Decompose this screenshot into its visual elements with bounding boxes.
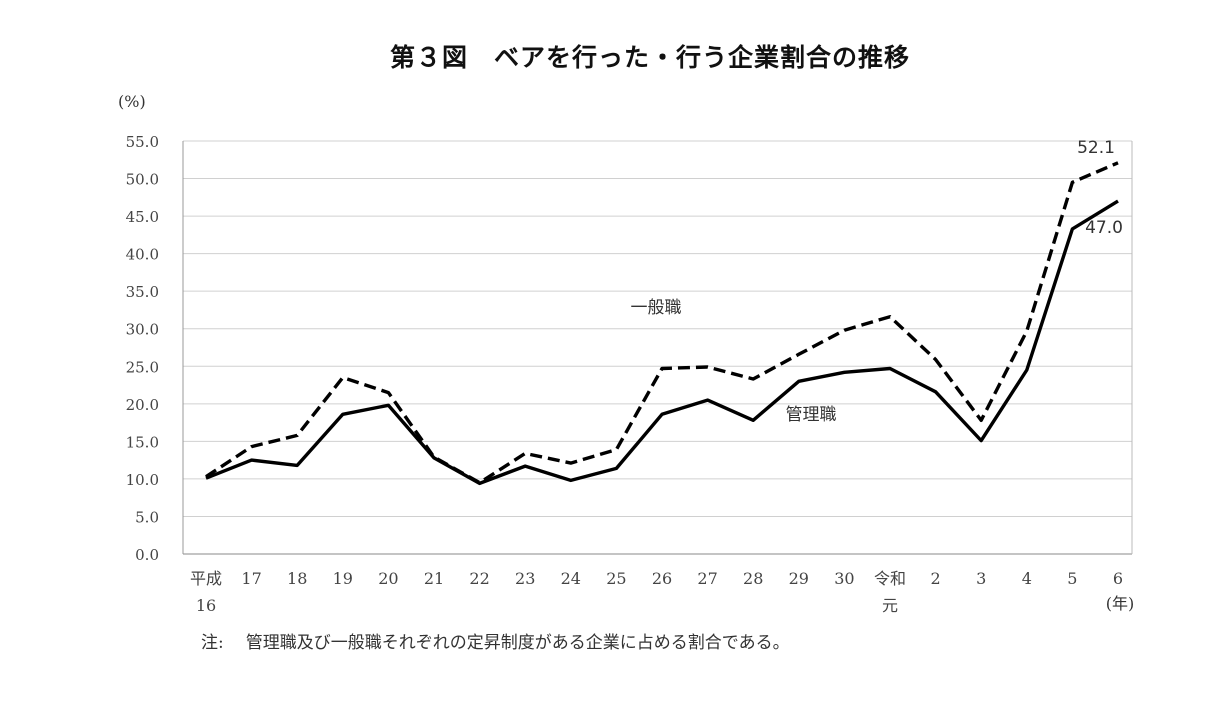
x-tick-label: 25 [606, 569, 626, 588]
series-line [205, 161, 1119, 485]
y-tick-label: 30.0 [126, 321, 159, 339]
footnote-text: 管理職及び一般職それぞれの定昇制度がある企業に占める割合である。 [245, 633, 790, 653]
series-name-label: 管理職 [786, 405, 837, 425]
x-tick-label: 3 [976, 569, 986, 588]
series-name-label: 一般職 [631, 298, 682, 318]
x-tick-label: 21 [424, 569, 444, 588]
x-tick-label: 令和 [874, 569, 906, 588]
x-tick-label: 19 [333, 569, 353, 588]
footnote: 注: 管理職及び一般職それぞれの定昇制度がある企業に占める割合である。 [201, 628, 790, 653]
footnote-prefix: 注: [201, 633, 224, 653]
y-tick-label: 15.0 [126, 433, 159, 451]
x-tick-label: 6 [1113, 569, 1123, 588]
series-line [205, 199, 1119, 486]
x-tick-label: 2 [931, 569, 941, 588]
data-label: 47.0 [1085, 218, 1123, 238]
x-tick-label: 23 [515, 569, 535, 588]
x-tick-label: 元 [882, 596, 898, 615]
x-tick-label: 平成 [190, 569, 222, 588]
y-tick-label: 50.0 [126, 171, 159, 189]
x-tick-label: 17 [241, 569, 261, 588]
chart-title: 第３図 ベアを行った・行う企業割合の推移 [389, 43, 910, 72]
y-tick-label: 20.0 [126, 396, 159, 414]
y-tick-label: 25.0 [126, 358, 159, 376]
gridlines [182, 140, 1133, 555]
y-tick-label: 0.0 [135, 546, 159, 564]
x-tick-label: 22 [469, 569, 489, 588]
y-tick-label: 40.0 [126, 246, 159, 264]
x-tick-label: 20 [378, 569, 398, 588]
x-tick-label: 18 [287, 569, 307, 588]
x-tick-label: 4 [1022, 569, 1032, 588]
x-tick-label: 29 [789, 569, 809, 588]
x-axis-unit-label: (年) [1106, 594, 1135, 613]
y-tick-label: 55.0 [126, 133, 159, 151]
x-tick-label: 28 [743, 569, 763, 588]
x-tick-label: 16 [196, 596, 216, 615]
x-tick-label: 30 [834, 569, 854, 588]
y-axis-unit-label: (%) [118, 92, 146, 111]
y-tick-label: 5.0 [135, 508, 159, 526]
y-tick-label: 45.0 [126, 208, 159, 226]
x-tick-label: 24 [561, 569, 581, 588]
series-lines [205, 161, 1119, 486]
x-tick-label: 27 [697, 569, 717, 588]
data-label: 52.1 [1077, 138, 1115, 158]
x-tick-label: 26 [652, 569, 672, 588]
y-axis-ticks: 0.0 5.0 10.0 15.0 20.0 25.0 30.0 35.0 40.0 45.0 50… [126, 133, 159, 564]
y-tick-label: 35.0 [126, 283, 159, 301]
x-tick-label: 5 [1067, 569, 1077, 588]
y-tick-label: 10.0 [126, 471, 159, 489]
